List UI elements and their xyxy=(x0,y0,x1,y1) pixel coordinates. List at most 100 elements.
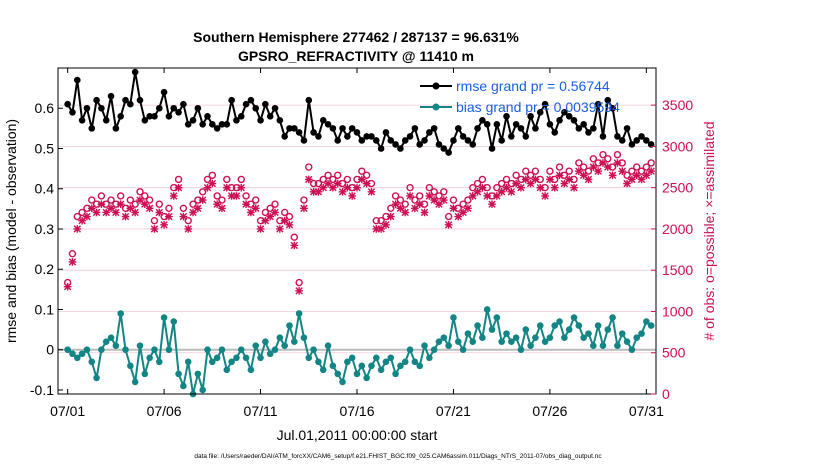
legend-rmse-label: rmse grand pr = 0.56744 xyxy=(456,78,610,94)
obs-possible-point-48 xyxy=(295,278,303,287)
rmse-point-15 xyxy=(136,96,144,104)
rmse-point-58 xyxy=(344,133,351,140)
bias-point-37 xyxy=(242,354,250,362)
obs-possible-point-67 xyxy=(387,204,395,213)
bias-point-82 xyxy=(459,346,467,354)
rmse-point-18 xyxy=(151,112,158,120)
rmse-point-50 xyxy=(305,96,313,104)
obs-assimilated-point-26 xyxy=(189,208,197,217)
obs-possible-point-16 xyxy=(141,192,149,200)
obs-possible-point-29 xyxy=(203,175,212,184)
rmse-point-36 xyxy=(237,112,245,120)
obs-assimilated-point-5 xyxy=(87,204,96,213)
left-axis-label: rmse and bias (model - observation) xyxy=(3,119,19,343)
x-axis-ticks: 07/01 07/06 07/11 07/16 07/21 07/26 07/31 xyxy=(50,68,664,419)
rmse-point-26 xyxy=(189,117,197,124)
rmse-point-42 xyxy=(266,112,274,120)
left-axis-ticks: -0.1 0 0.1 0.2 0.3 0.4 0.5 0.6 xyxy=(30,100,63,398)
bias-point-25 xyxy=(184,358,192,366)
obs-assimilated-point-17 xyxy=(145,204,154,213)
rmse-point-76 xyxy=(430,125,438,132)
bias-point-27 xyxy=(194,370,202,378)
bias-point-121 xyxy=(647,322,655,329)
rmse-point-74 xyxy=(421,137,428,144)
obs-assimilated-point-1 xyxy=(68,258,77,266)
rmse-point-84 xyxy=(469,141,477,148)
bias-point-100 xyxy=(546,334,554,341)
rmse-point-45 xyxy=(281,133,288,140)
rmse-point-8 xyxy=(102,117,110,124)
obs-assimilated-point-59 xyxy=(348,192,357,200)
obs-possible-point-33 xyxy=(223,175,231,184)
rmse-point-104 xyxy=(565,112,573,120)
obs-assimilated-point-86 xyxy=(478,183,487,192)
obs-assimilated-point-18 xyxy=(150,225,159,233)
obs-assimilated-point-112 xyxy=(603,163,612,171)
obs-assimilated-point-98 xyxy=(536,183,545,192)
rmse-point-11 xyxy=(117,112,124,120)
bias-point-85 xyxy=(474,322,481,329)
rmse-point-87 xyxy=(483,121,491,128)
rmse-point-101 xyxy=(551,129,559,136)
obs-assimilated-point-11 xyxy=(116,200,125,209)
bias-point-60 xyxy=(353,370,361,378)
bias-point-87 xyxy=(483,306,491,313)
rmse-point-57 xyxy=(339,125,346,132)
bias-point-81 xyxy=(454,338,462,345)
bias-point-53 xyxy=(319,366,327,374)
obs-possible-point-21 xyxy=(165,204,173,213)
bias-point-86 xyxy=(479,334,486,341)
rmse-point-103 xyxy=(561,108,568,116)
obs-possible-point-80 xyxy=(449,196,458,204)
obs-possible-point-58 xyxy=(343,175,352,184)
rmse-point-67 xyxy=(387,137,395,144)
bias-point-43 xyxy=(271,346,279,354)
rmse-point-60 xyxy=(353,129,361,136)
obs-assimilated-point-64 xyxy=(372,225,381,233)
obs-assimilated-point-24 xyxy=(179,212,188,221)
obs-assimilated-point-63 xyxy=(367,187,376,196)
obs-assimilated-point-36 xyxy=(237,183,246,192)
bias-point-52 xyxy=(315,358,322,366)
rmse-point-98 xyxy=(536,108,544,116)
bias-point-48 xyxy=(295,310,303,317)
obs-possible-point-39 xyxy=(252,196,260,204)
rmse-point-28 xyxy=(199,121,206,128)
bias-point-95 xyxy=(522,326,530,333)
obs-assimilated-point-27 xyxy=(194,204,202,213)
y2-tick-label-5: 2500 xyxy=(662,180,693,196)
bias-point-114 xyxy=(614,342,621,350)
right-axis-ticks: 0 500 1000 1500 2000 2500 3000 3500 xyxy=(651,97,693,402)
obs-possible-point-91 xyxy=(502,175,511,184)
bias-point-32 xyxy=(218,346,226,354)
obs-assimilated-point-99 xyxy=(541,192,549,200)
obs-assimilated-point-100 xyxy=(546,175,554,184)
rmse-point-13 xyxy=(127,100,134,108)
bias-point-94 xyxy=(517,346,525,354)
rmse-point-48 xyxy=(295,129,303,136)
obs-assimilated-point-60 xyxy=(353,183,361,192)
obs-possible-point-18 xyxy=(150,216,159,225)
bias-point-92 xyxy=(508,338,515,345)
obs-assimilated-point-83 xyxy=(464,204,472,213)
rmse-point-14 xyxy=(131,68,139,76)
obs-assimilated-point-51 xyxy=(309,187,318,196)
rmse-point-107 xyxy=(580,121,587,128)
bias-point-97 xyxy=(532,334,539,341)
bias-point-38 xyxy=(247,366,255,374)
rmse-point-20 xyxy=(160,88,168,96)
rmse-point-59 xyxy=(348,125,356,132)
rmse-point-72 xyxy=(411,125,419,132)
obs-assimilated-point-6 xyxy=(92,208,101,217)
y-tick-label-1: 0 xyxy=(46,342,54,358)
obs-assimilated-point-73 xyxy=(415,200,424,209)
rmse-point-46 xyxy=(286,125,293,132)
rmse-point-49 xyxy=(300,137,308,144)
obs-possible-point-3 xyxy=(78,208,86,217)
bias-point-47 xyxy=(291,338,298,345)
rmse-point-71 xyxy=(406,133,414,140)
rmse-point-75 xyxy=(426,129,433,136)
bias-point-73 xyxy=(416,362,423,370)
rmse-point-102 xyxy=(556,117,563,124)
rmse-point-4 xyxy=(83,104,91,112)
